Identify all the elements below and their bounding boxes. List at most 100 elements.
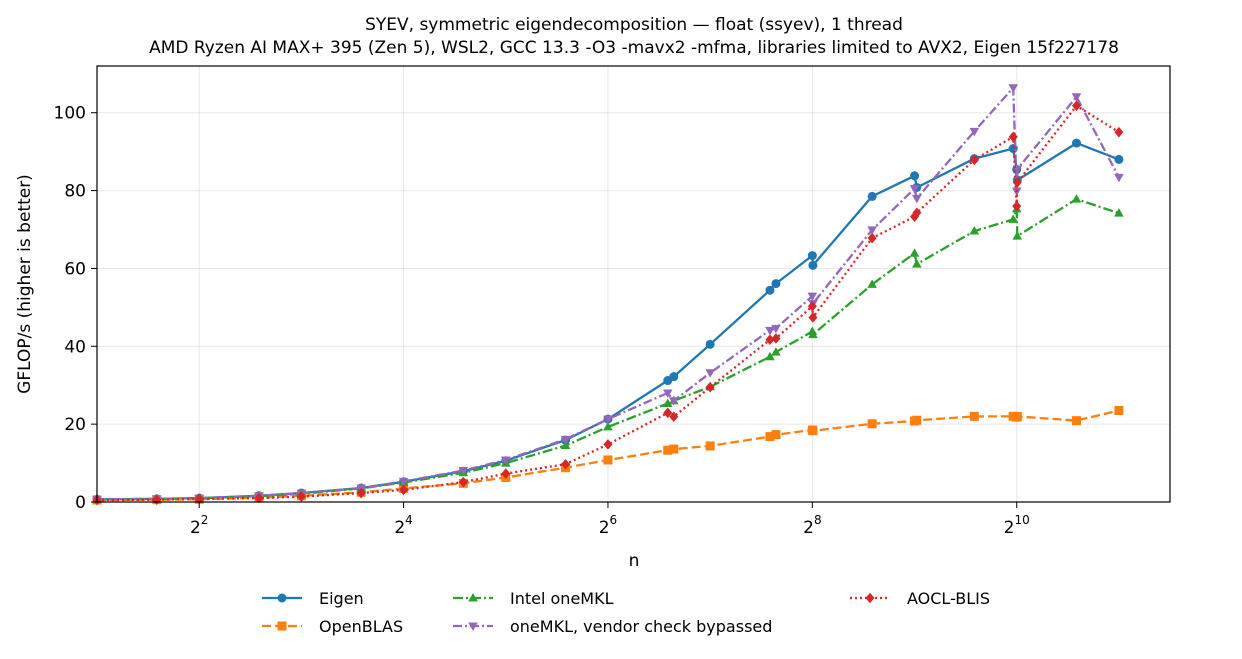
data-point [807,300,817,312]
data-point [1072,138,1082,148]
legend-label: Intel oneMKL [510,589,614,608]
x-tick-exponent: 6 [610,513,618,527]
data-point [969,226,980,235]
x-tick-label: 22 [190,513,208,538]
data-point [807,292,818,302]
data-point [1012,411,1022,421]
chart-subtitle: AMD Ryzen AI MAX+ 395 (Zen 5), WSL2, GCC… [149,38,1119,58]
legend-label: OpenBLAS [319,617,403,636]
data-point [669,411,679,423]
data-point [1071,93,1082,102]
data-point [912,194,922,204]
legend-label: Eigen [319,589,364,608]
data-point [1072,416,1082,426]
x-axis-ticks: 22 24 26 28 210 [190,502,1030,538]
data-point [560,440,571,450]
data-point [500,456,511,465]
legend-entry: Eigen [262,589,364,608]
data-point [969,411,979,421]
data-point [867,232,877,244]
x-tick-label: 24 [394,513,412,538]
data-point [1114,406,1124,416]
x-tick-exponent: 2 [201,513,209,527]
data-point [867,419,877,429]
data-point [399,484,409,496]
data-point [1114,208,1124,217]
data-point [771,279,781,289]
x-tick-exponent: 4 [405,513,413,527]
legend-entry: AOCL-BLIS [850,589,990,608]
data-point [867,279,877,288]
data-point [1008,214,1019,223]
data-point [603,455,613,465]
x-tick-base: 2 [190,518,201,538]
data-point [1008,131,1018,143]
series-4 [92,100,1124,506]
data-point [909,185,920,194]
data-point [663,445,673,455]
data-point [669,444,679,454]
y-tick-label: 40 [64,337,86,357]
data-point [765,432,775,442]
y-tick-label: 100 [54,104,86,124]
data-point [1008,84,1019,93]
x-tick-base: 2 [394,518,405,538]
plot-frame [96,65,1171,503]
data-point [705,369,715,378]
legend-label: oneMKL, vendor check bypassed [510,617,772,636]
y-tick-label: 20 [64,415,86,435]
x-tick-exponent: 10 [1015,513,1030,527]
data-point [1114,126,1124,138]
data-point [662,398,673,408]
plot-series [92,84,1124,506]
data-point [1012,165,1023,175]
data-point [152,494,162,505]
y-tick-label: 0 [75,493,86,513]
data-point [765,285,775,295]
data-point [561,458,571,470]
legend-entry: Intel oneMKL [453,589,614,608]
data-point [254,492,264,504]
legend-marker [468,622,478,631]
data-point [910,171,920,181]
data-point [458,476,468,488]
data-point [398,477,409,487]
y-axis-label: GFLOP/s (higher is better) [15,174,35,394]
data-point [1012,200,1022,212]
x-tick-exponent: 8 [814,513,822,527]
data-point [867,191,877,201]
data-point [705,441,715,451]
data-point [1071,194,1082,203]
data-point [969,154,979,166]
data-point [808,312,818,323]
y-tick-label: 80 [64,182,86,202]
data-point [808,260,818,270]
y-tick-label: 60 [64,259,86,279]
data-point [867,226,877,235]
legend-label: AOCL-BLIS [907,589,990,608]
data-point [560,435,571,445]
legend-marker [277,593,287,603]
data-point [663,407,673,419]
data-point [1072,100,1082,112]
legend-entry: OpenBLAS [262,617,403,636]
data-point [501,468,511,479]
legend-entry: oneMKL, vendor check bypassed [453,617,772,636]
data-point [668,397,679,406]
data-point [765,351,775,361]
data-point [1012,231,1023,240]
x-tick-label: 28 [803,513,821,538]
data-point [356,487,366,499]
data-point [909,248,920,257]
data-point [912,207,922,219]
data-point [1114,173,1124,183]
x-axis-label: n [629,551,640,571]
data-point [912,259,922,268]
data-point [705,339,715,349]
data-point [765,334,775,345]
data-point [771,430,781,440]
chart-title: SYEV, symmetric eigendecomposition — flo… [365,15,903,35]
series-line [96,104,1120,502]
x-tick-base: 2 [599,518,610,538]
